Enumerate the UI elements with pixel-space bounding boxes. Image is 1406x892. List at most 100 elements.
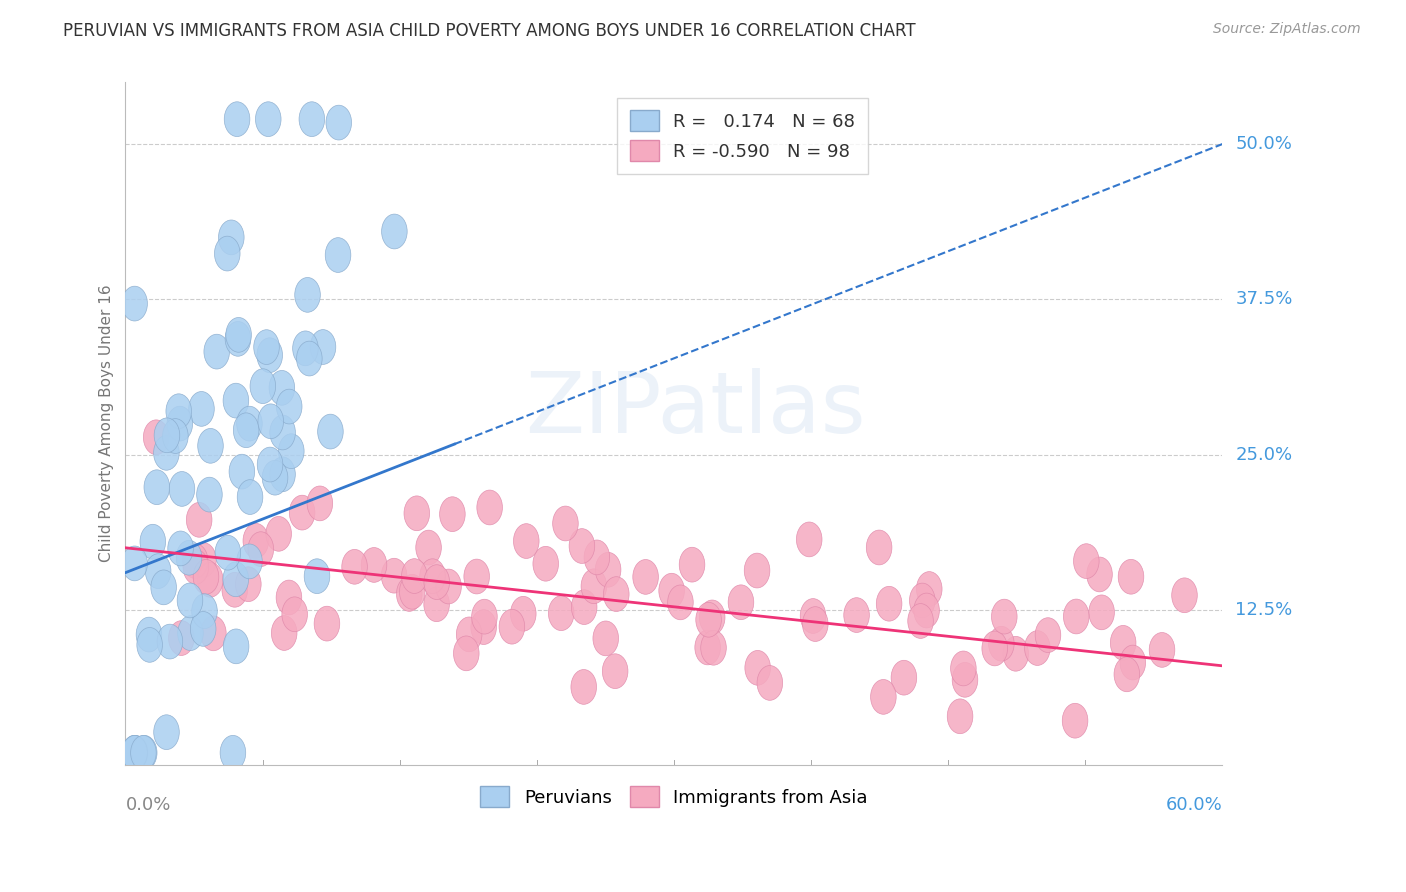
Ellipse shape <box>533 547 558 582</box>
Ellipse shape <box>122 735 148 770</box>
Ellipse shape <box>238 480 263 515</box>
Ellipse shape <box>326 105 352 140</box>
Ellipse shape <box>950 651 976 686</box>
Ellipse shape <box>136 617 162 652</box>
Ellipse shape <box>440 497 465 532</box>
Ellipse shape <box>131 735 156 770</box>
Ellipse shape <box>229 454 254 489</box>
Ellipse shape <box>416 530 441 565</box>
Ellipse shape <box>553 506 578 541</box>
Ellipse shape <box>471 610 496 645</box>
Ellipse shape <box>381 214 408 249</box>
Ellipse shape <box>396 576 422 611</box>
Ellipse shape <box>404 496 430 531</box>
Ellipse shape <box>122 735 148 770</box>
Ellipse shape <box>745 650 770 685</box>
Ellipse shape <box>177 583 202 618</box>
Ellipse shape <box>224 562 249 597</box>
Ellipse shape <box>221 735 246 770</box>
Ellipse shape <box>1063 703 1088 738</box>
Ellipse shape <box>224 384 249 418</box>
Ellipse shape <box>218 220 245 255</box>
Ellipse shape <box>891 660 917 695</box>
Ellipse shape <box>204 334 229 369</box>
Ellipse shape <box>243 524 269 558</box>
Ellipse shape <box>1002 636 1029 671</box>
Ellipse shape <box>143 470 170 505</box>
Ellipse shape <box>276 580 302 615</box>
Ellipse shape <box>304 558 330 593</box>
Ellipse shape <box>278 434 304 468</box>
Ellipse shape <box>952 663 977 698</box>
Ellipse shape <box>191 542 217 577</box>
Ellipse shape <box>948 699 973 734</box>
Ellipse shape <box>270 415 295 450</box>
Ellipse shape <box>143 420 169 455</box>
Ellipse shape <box>602 654 628 689</box>
Ellipse shape <box>914 593 939 628</box>
Ellipse shape <box>122 546 148 581</box>
Ellipse shape <box>136 627 163 662</box>
Ellipse shape <box>1074 544 1099 579</box>
Ellipse shape <box>266 516 291 551</box>
Ellipse shape <box>122 735 148 770</box>
Ellipse shape <box>166 394 191 429</box>
Ellipse shape <box>399 574 425 609</box>
Ellipse shape <box>595 552 621 587</box>
Ellipse shape <box>157 624 183 659</box>
Ellipse shape <box>153 435 179 470</box>
Ellipse shape <box>176 541 202 575</box>
Ellipse shape <box>679 548 704 582</box>
Ellipse shape <box>263 460 288 495</box>
Text: 50.0%: 50.0% <box>1236 135 1292 153</box>
Ellipse shape <box>215 535 240 570</box>
Ellipse shape <box>215 236 240 271</box>
Ellipse shape <box>454 636 479 671</box>
Ellipse shape <box>236 406 263 441</box>
Ellipse shape <box>695 630 720 665</box>
Ellipse shape <box>297 341 322 376</box>
Ellipse shape <box>477 490 502 524</box>
Ellipse shape <box>423 587 450 622</box>
Ellipse shape <box>908 604 934 639</box>
Ellipse shape <box>381 558 406 593</box>
Ellipse shape <box>169 472 195 507</box>
Ellipse shape <box>250 368 276 403</box>
Ellipse shape <box>198 428 224 463</box>
Ellipse shape <box>699 600 725 635</box>
Ellipse shape <box>201 616 226 651</box>
Ellipse shape <box>803 607 828 641</box>
Ellipse shape <box>1088 595 1115 630</box>
Ellipse shape <box>193 559 219 594</box>
Ellipse shape <box>188 392 214 426</box>
Ellipse shape <box>169 621 194 656</box>
Ellipse shape <box>271 615 297 650</box>
Ellipse shape <box>659 574 685 608</box>
Ellipse shape <box>1111 625 1136 660</box>
Ellipse shape <box>844 598 869 632</box>
Ellipse shape <box>153 714 180 749</box>
Ellipse shape <box>342 549 367 584</box>
Ellipse shape <box>163 418 188 453</box>
Ellipse shape <box>236 566 262 601</box>
Ellipse shape <box>700 631 727 665</box>
Ellipse shape <box>603 577 628 612</box>
Ellipse shape <box>464 559 489 594</box>
Ellipse shape <box>183 544 208 579</box>
Ellipse shape <box>756 665 783 700</box>
Ellipse shape <box>253 330 280 365</box>
Ellipse shape <box>145 554 172 589</box>
Ellipse shape <box>728 585 754 620</box>
Text: 60.0%: 60.0% <box>1166 797 1222 814</box>
Ellipse shape <box>1121 645 1146 680</box>
Ellipse shape <box>633 559 658 594</box>
Legend: Peruvians, Immigrants from Asia: Peruvians, Immigrants from Asia <box>474 779 875 814</box>
Ellipse shape <box>191 594 218 629</box>
Ellipse shape <box>318 414 343 449</box>
Ellipse shape <box>150 570 176 605</box>
Ellipse shape <box>183 549 208 584</box>
Text: 12.5%: 12.5% <box>1236 601 1292 619</box>
Ellipse shape <box>1118 559 1144 594</box>
Ellipse shape <box>991 599 1017 634</box>
Y-axis label: Child Poverty Among Boys Under 16: Child Poverty Among Boys Under 16 <box>100 285 114 562</box>
